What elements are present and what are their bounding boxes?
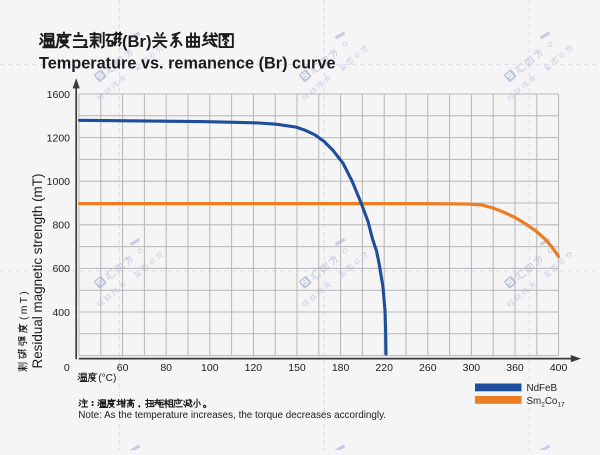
svg-text:800: 800 <box>52 220 70 232</box>
svg-text:Note: As the temperature incre: Note: As the temperature increases, the … <box>78 410 386 421</box>
svg-text:0: 0 <box>64 362 70 374</box>
svg-text:180: 180 <box>332 362 350 374</box>
svg-text:Residual magnetic strength (mT: Residual magnetic strength (mT) <box>30 174 45 369</box>
svg-text:100: 100 <box>201 362 219 374</box>
svg-text:1600: 1600 <box>47 89 71 101</box>
svg-text:260: 260 <box>419 362 437 374</box>
svg-text:400: 400 <box>550 362 568 374</box>
svg-text:NdFeB: NdFeB <box>527 383 558 394</box>
svg-text:Sm2Co17: Sm2Co17 <box>527 396 565 409</box>
svg-text:Temperature vs. remanence (Br): Temperature vs. remanence (Br) curve <box>39 54 336 72</box>
svg-text:(°C): (°C) <box>98 373 116 384</box>
svg-text:600: 600 <box>52 263 70 275</box>
svg-text:(Br): (Br) <box>122 32 152 51</box>
svg-text:150: 150 <box>288 362 306 374</box>
svg-text:220: 220 <box>375 362 393 374</box>
svg-text:400: 400 <box>52 307 70 319</box>
svg-text:60: 60 <box>117 362 129 374</box>
svg-text:(mT): (mT) <box>18 289 30 320</box>
svg-text:80: 80 <box>160 362 172 374</box>
svg-text:1200: 1200 <box>47 132 71 144</box>
svg-text:1000: 1000 <box>47 176 71 188</box>
svg-text:120: 120 <box>245 362 263 374</box>
svg-text:300: 300 <box>463 362 481 374</box>
svg-text:360: 360 <box>506 362 524 374</box>
